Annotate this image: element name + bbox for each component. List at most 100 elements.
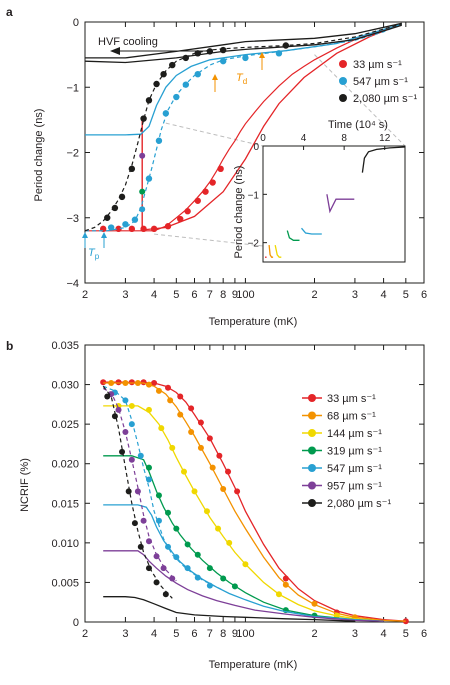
series-a-2-point [282,42,290,49]
panel-b-xtick-label: 8 [220,628,226,640]
inset-segment [274,244,282,258]
series-b-4-point [145,476,152,483]
series-b-3-point [155,492,162,499]
series-b-1-point [220,486,227,493]
legend-b-marker [308,394,316,402]
legend-b-marker [308,446,316,455]
series-b-1-point [145,381,152,388]
series-b-2-point [226,539,233,546]
panel-b-xtick-label: 4 [381,628,387,640]
panel-a-xtick-label: 3 [122,289,128,301]
panel-b-xtick-label: 5 [403,628,409,640]
panel-b-xtick-label: 7 [207,628,213,640]
series-a-0-point [217,165,224,173]
panel-a-xtick-label: 5 [173,289,179,301]
panel-b-series [100,379,409,625]
panel-a-xtick-label: 6 [421,289,427,301]
panel-a-series [84,22,403,233]
legend-b-label: 547 µm s⁻¹ [327,463,382,475]
series-b-6-point [131,520,138,527]
series-b-3-point [220,575,227,582]
series-b-2-point [145,406,152,413]
panel-a-ylabel: Period change (ns) [33,109,45,202]
series-b-5-line [103,550,384,622]
series-a-0-point [115,225,122,233]
panel-a-ytick-label: −3 [66,213,79,225]
series-a-0-point [209,179,216,186]
series-b-6-point [137,543,144,550]
legend-a-label: 547 µm s⁻¹ [353,76,408,88]
series-b-3-point [194,551,201,558]
panel-b-xtick-label: 9 [232,628,238,640]
panel-a-ytick-label: −1 [66,82,79,94]
panel-b-frame [84,344,425,623]
series-b-1-line [103,382,406,622]
series-b-0-point [165,384,172,391]
series-a-2-point [111,204,119,212]
series-a-2-point [118,193,126,201]
panel-a-xtick-label: 3 [352,289,358,301]
series-b-2-point [169,444,176,451]
series-b-2-point [242,561,249,568]
panel-b-ytick-label: 0.025 [51,419,79,431]
inset-ytick-label: −2 [248,239,260,250]
legend-b-label: 319 µm s⁻¹ [327,446,382,458]
panel-a-xtick-label: 8 [220,289,226,301]
series-b-6-line [103,596,355,622]
td-label: Td [236,72,247,86]
series-b-5-point [145,538,152,545]
series-a-2-cooling-line [85,22,402,59]
panel-b-xtick-label: 6 [421,628,427,640]
panel-a-label: a [6,5,13,19]
series-a-1-point [145,175,153,182]
series-b-3-point [165,509,172,516]
series-b-2-point [203,508,210,515]
series-b-4-point [194,574,201,581]
panel-a-legend: 33 µm s⁻¹ 547 µm s⁻¹ 2,080 µm s⁻¹ [339,59,417,105]
series-a-2-point [169,61,176,69]
series-b-0-point [188,405,195,412]
inset-guide-line [314,54,406,147]
panel-a: a Period change (ns) Temperature (mK) 2 3… [6,5,427,328]
inset-guide-line [154,233,264,247]
series-a-2-point [145,97,153,104]
series-b-4-point [155,517,162,524]
hvf-cooling-arrowhead [110,47,120,55]
panel-b-ytick-label: 0.005 [51,577,79,589]
series-a-2-point [219,46,227,54]
series-a-2-point [104,214,111,221]
td-label-sub: d [243,77,247,86]
series-b-4-point [173,554,180,561]
series-a-1-point [182,81,190,88]
panel-b-ytick-label: 0.035 [51,340,79,352]
panel-b: b NCRIF (%) Temperature (mK) 2 3 4 5 6 7 8 9100… [6,339,427,671]
series-a-0-point [128,225,136,233]
series-b-6-dashed-line [102,385,173,599]
inset-segment [361,146,406,173]
legend-a-label: 33 µm s⁻¹ [353,59,402,71]
series-b-4-point [206,582,213,589]
series-b-5-point [128,456,135,463]
panel-b-xtick-label: 2 [311,628,317,640]
series-b-4-point [128,421,135,428]
panel-b-label: b [6,339,13,353]
inset-ytick-label: 0 [253,142,259,153]
panel-a-xlabel: Temperature (mK) [209,316,298,328]
inset-segment [268,245,274,258]
series-a-1-point [155,137,163,144]
series-a-2-point [128,165,136,173]
series-a-2-point [194,50,201,57]
series-a-1-point [162,110,170,117]
legend-b-marker [308,429,316,437]
inset-ylabel: Period change (ns) [233,166,245,259]
panel-a-xtick-label: 4 [381,289,387,301]
inset-xtick-label: 4 [301,133,307,144]
series-b-5-point [169,575,176,582]
series-a-2-point [153,80,160,88]
legend-b-label: 144 µm s⁻¹ [327,428,382,440]
panel-b-xlabel: Temperature (mK) [209,659,298,671]
panel-a-ytick-label: 0 [73,17,79,29]
series-b-0-point [177,393,184,400]
td-label-main: T [236,72,244,84]
series-b-1-point [155,387,162,394]
